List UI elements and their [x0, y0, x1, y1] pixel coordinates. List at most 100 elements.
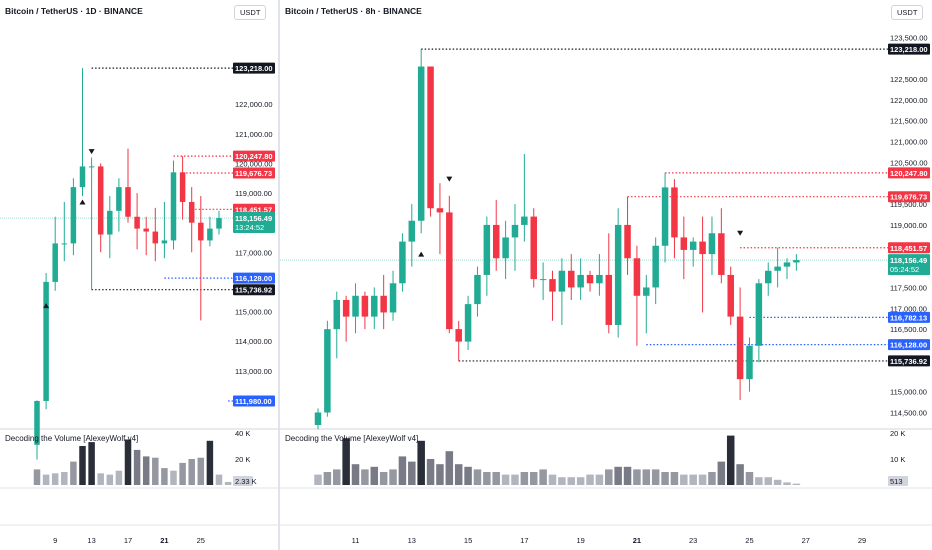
candle-body	[188, 201, 195, 223]
x-tick-label: 15	[464, 536, 472, 545]
level-label-box	[888, 242, 930, 254]
candle-body	[389, 283, 397, 313]
candle-body	[88, 166, 95, 168]
candle-body	[455, 329, 462, 342]
volume-bar	[179, 462, 186, 485]
volume-bar	[764, 477, 772, 485]
volume-bar	[351, 464, 360, 485]
volume-bar	[651, 469, 660, 485]
volume-bar	[88, 442, 95, 485]
right-chart-panel[interactable]: 123,500.00 122,500.00 122,000.00 121,500.00…	[280, 0, 932, 550]
volume-bar	[342, 438, 350, 485]
level-label-box	[233, 150, 275, 162]
volume-bar	[726, 435, 735, 485]
volume-last-badge	[233, 476, 253, 486]
x-tick-label: 29	[858, 536, 866, 545]
volume-bar	[170, 470, 177, 485]
volume-bar	[224, 481, 232, 485]
candle-body	[699, 241, 706, 255]
candle-body	[61, 243, 68, 245]
candle-body	[568, 270, 575, 288]
pane-divider[interactable]	[278, 0, 280, 550]
volume-bar	[501, 474, 510, 485]
volume-last-label: 513	[890, 477, 903, 486]
x-tick-label: 17	[520, 536, 528, 545]
level-label: 115,736.92	[235, 286, 272, 295]
candle-body	[718, 233, 725, 275]
volume-bar	[483, 472, 491, 485]
volume-bar	[215, 474, 223, 485]
volume-bar	[142, 456, 150, 485]
volume-bar	[51, 473, 59, 485]
volume-bar	[133, 449, 141, 485]
right-currency-button[interactable]: USDT	[891, 5, 924, 20]
level-label: 120,247.80	[235, 152, 273, 161]
volume-bar	[633, 469, 641, 485]
y-tick-label: 122,500.00	[890, 75, 928, 84]
candle-body	[521, 216, 528, 225]
level-label: 116,782.13	[890, 313, 927, 322]
y-tick-label: 114,500.00	[890, 408, 927, 417]
left-chart-canvas[interactable]: 122,000.00 121,000.00 120,000.00 119,000.00…	[0, 0, 280, 550]
right-chart-title: Bitcoin / TetherUS · 8h · BINANCE	[285, 6, 422, 16]
candle-body	[408, 220, 416, 242]
volume-bar	[152, 457, 159, 485]
volume-bar	[576, 477, 585, 485]
y-tick-label: 116,500.00	[890, 325, 927, 334]
level-label: 123,218.00	[235, 64, 273, 73]
volume-bar	[586, 474, 594, 485]
volume-bar	[445, 451, 454, 485]
candle-body	[558, 270, 566, 292]
volume-bar	[79, 446, 86, 485]
last-price-label: 118,156.49	[890, 256, 927, 265]
candle-body	[483, 224, 491, 275]
volume-tick-label: 20 K	[890, 429, 905, 438]
right-chart-canvas[interactable]: 123,500.00 122,500.00 122,000.00 121,500.00…	[280, 0, 932, 550]
left-chart-title: Bitcoin / TetherUS · 1D · BINANCE	[5, 6, 143, 16]
candle-body	[671, 187, 678, 238]
candle-body	[342, 299, 350, 317]
candle-body	[689, 241, 697, 250]
volume-tick-label: 10 K	[890, 455, 905, 464]
candle-body	[596, 274, 603, 284]
level-label-box	[888, 43, 930, 55]
candle-body	[793, 260, 800, 263]
level-label-box	[888, 167, 930, 179]
y-tick-label: 121,500.00	[890, 117, 928, 126]
left-currency-button[interactable]: USDT	[234, 5, 267, 20]
last-price-badge	[888, 254, 930, 276]
candle-body	[614, 224, 622, 325]
triangle-down-marker	[737, 230, 744, 236]
candle-body	[549, 279, 556, 292]
candle-body	[427, 66, 434, 209]
volume-bar	[61, 472, 68, 485]
right-volume-title: Decoding the Volume [AlexeyWolf v4]	[285, 434, 419, 443]
candle-body	[446, 212, 453, 330]
volume-bar	[473, 469, 482, 485]
volume-bar	[206, 440, 214, 485]
candle-body	[436, 208, 444, 213]
candle-body	[633, 258, 641, 296]
volume-bar	[623, 466, 632, 485]
level-label-box	[888, 355, 930, 367]
y-tick-label: 115,000.00	[890, 388, 927, 397]
candle-body	[380, 295, 387, 313]
level-label: 120,247.80	[890, 169, 928, 178]
y-tick-label: 114,000.00	[235, 337, 272, 346]
candle-body	[502, 237, 509, 259]
volume-bar	[33, 469, 41, 485]
y-tick-label: 113,000.00	[235, 367, 272, 376]
volume-bar	[614, 466, 622, 485]
y-tick-label: 121,000.00	[890, 138, 928, 147]
candle-body	[774, 266, 781, 271]
candle-body	[371, 295, 378, 317]
left-chart-panel[interactable]: 122,000.00 121,000.00 120,000.00 119,000.00…	[0, 0, 280, 550]
candle-body	[464, 304, 472, 342]
volume-bar	[106, 474, 114, 485]
volume-bar	[197, 457, 205, 485]
last-price-badge	[233, 212, 275, 234]
volume-bar	[792, 483, 801, 485]
volume-bar	[539, 469, 547, 485]
countdown-label: 05:24:52	[890, 265, 919, 274]
volume-bar	[492, 472, 500, 485]
